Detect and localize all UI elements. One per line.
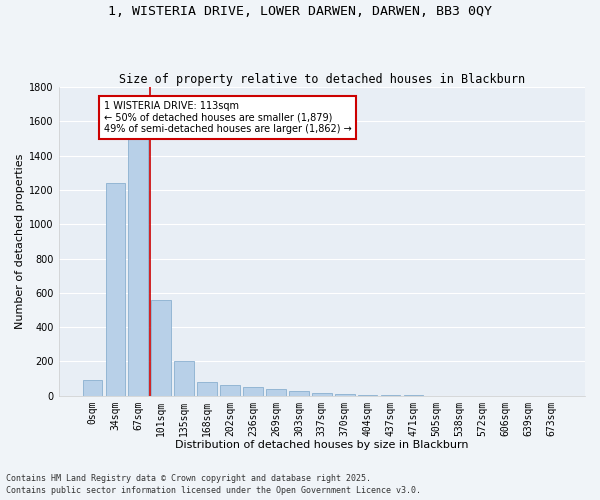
Bar [358,394,377,396]
Bar [175,360,194,396]
Text: Contains HM Land Registry data © Crown copyright and database right 2025.
Contai: Contains HM Land Registry data © Crown c… [6,474,421,495]
Text: 1 WISTERIA DRIVE: 113sqm
← 50% of detached houses are smaller (1,879)
49% of sem: 1 WISTERIA DRIVE: 113sqm ← 50% of detach… [104,101,352,134]
Bar [128,137,148,396]
Title: Size of property relative to detached houses in Blackburn: Size of property relative to detached ho… [119,73,525,86]
Bar [243,387,263,396]
Bar [335,394,355,396]
Bar [266,389,286,396]
Bar [197,382,217,396]
Bar [106,183,125,396]
Bar [220,385,240,396]
Bar [289,391,308,396]
Bar [151,300,171,396]
Text: 1, WISTERIA DRIVE, LOWER DARWEN, DARWEN, BB3 0QY: 1, WISTERIA DRIVE, LOWER DARWEN, DARWEN,… [108,5,492,18]
Y-axis label: Number of detached properties: Number of detached properties [15,154,25,329]
Bar [83,380,102,396]
X-axis label: Distribution of detached houses by size in Blackburn: Distribution of detached houses by size … [175,440,469,450]
Bar [312,392,332,396]
Bar [381,395,400,396]
